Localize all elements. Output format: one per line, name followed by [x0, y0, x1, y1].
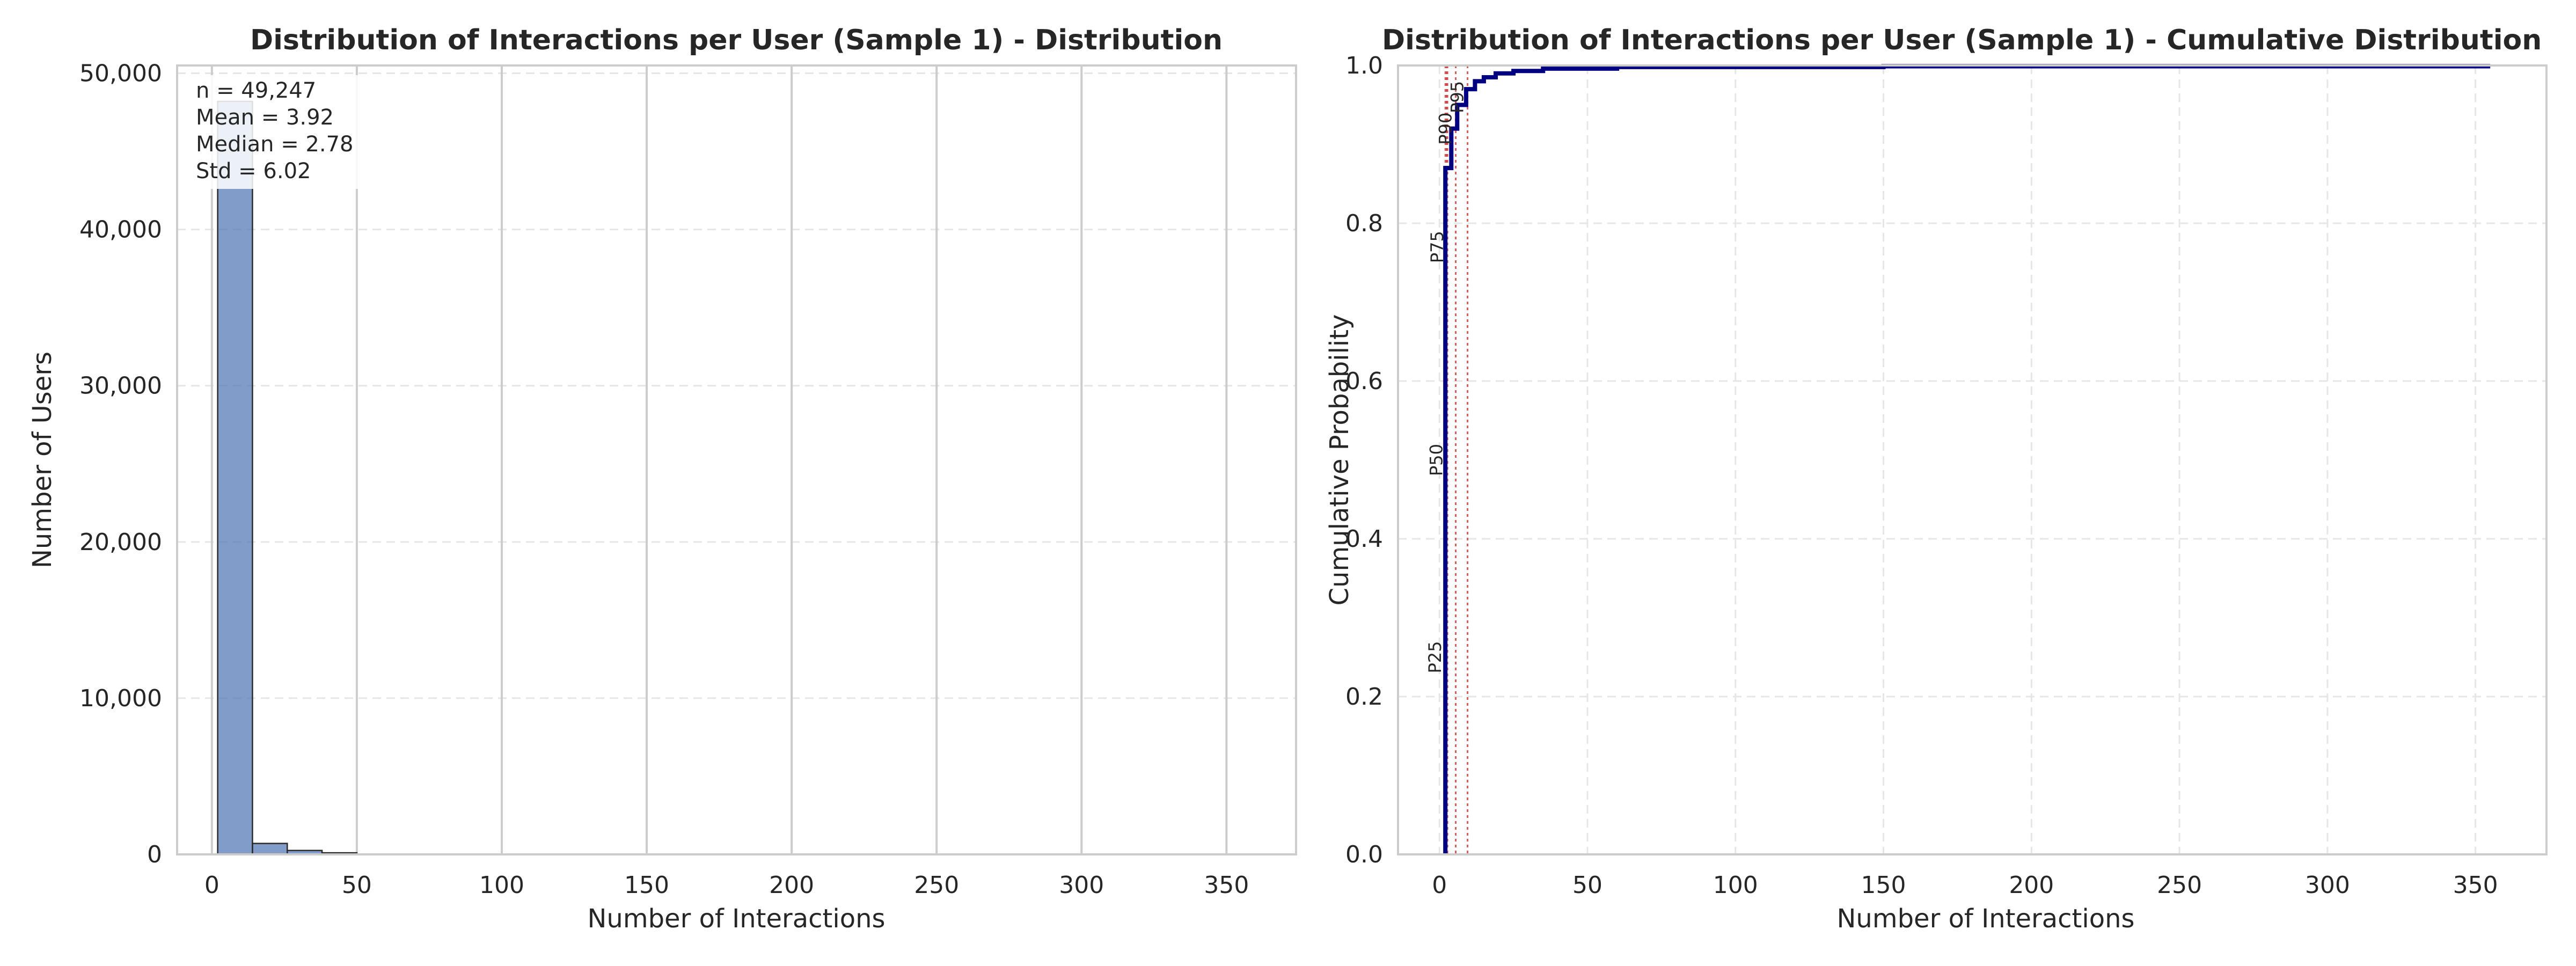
histogram-y-tick-label: 30,000 [79, 372, 162, 400]
stats-box-background [187, 75, 358, 189]
histogram-x-tick-label: 300 [1059, 872, 1104, 899]
cdf-y-tick-label: 0.4 [1345, 525, 1383, 553]
histogram-grid [177, 65, 1296, 855]
cdf-x-axis-label: Number of Interactions [1836, 904, 2134, 934]
cdf-y-tick-label: 0.0 [1345, 841, 1383, 868]
cdf-x-tick-label: 250 [2157, 872, 2202, 899]
cdf-plot-area [1398, 65, 2546, 854]
histogram-frame [176, 64, 1297, 855]
cdf-percentile-label: P75 [1427, 231, 1447, 263]
histogram-x-axis-label: Number of Interactions [587, 904, 885, 934]
histogram-x-tick-label: 200 [769, 872, 814, 899]
cdf-percentile-label: P25 [1425, 641, 1445, 673]
cdf-y-tick-label: 0.2 [1345, 683, 1383, 711]
cdf-x-ticks: 0 50 100 150 200 250 300 350 [1432, 872, 2498, 899]
cdf-y-ticks: 0.0 0.2 0.4 0.6 0.8 1.0 [1345, 52, 1383, 868]
histogram-y-tick-label: 10,000 [79, 685, 162, 712]
stats-std: Std = 6.02 [196, 159, 311, 184]
cdf-frame [1397, 64, 2548, 855]
histogram-y-ticks: 0 10,000 20,000 30,000 40,000 50,000 [79, 60, 162, 868]
cdf-x-tick-label: 200 [2009, 872, 2054, 899]
histogram-x-tick-label: 100 [479, 872, 524, 899]
cdf-x-tick-label: 0 [1432, 872, 1447, 899]
histogram-y-tick-label: 50,000 [79, 60, 162, 87]
histogram-bars [217, 100, 358, 855]
histogram-plot-area [177, 65, 1296, 854]
cdf-x-tick-label: 300 [2305, 872, 2350, 899]
histogram-x-tick-label: 350 [1204, 872, 1249, 899]
histogram-x-tick-label: 150 [624, 872, 669, 899]
histogram-bar [217, 100, 253, 855]
cdf-percentile-label: P90 [1436, 113, 1456, 145]
cdf-title: Distribution of Interactions per User (S… [1382, 24, 2542, 56]
histogram-bar [252, 843, 288, 855]
cdf-y-axis-label: Cumulative Probability [1324, 314, 1355, 606]
stats-median: Median = 2.78 [196, 132, 354, 157]
histogram-panel: 0 50 100 150 200 250 300 350 0 10,000 20,000 30,00… [27, 24, 1297, 934]
cdf-y-tick-label: 0.6 [1345, 368, 1383, 395]
stats-mean: Mean = 3.92 [196, 105, 334, 130]
histogram-stats-box: n = 49,247 Mean = 3.92 Median = 2.78 Std… [187, 75, 358, 189]
stats-n: n = 49,247 [196, 78, 316, 103]
histogram-y-tick-label: 20,000 [79, 529, 162, 556]
cdf-step-line [1443, 64, 2491, 854]
cdf-x-tick-label: 100 [1713, 872, 1758, 899]
cdf-percentile-label: P50 [1426, 444, 1446, 476]
cdf-x-tick-label: 150 [1861, 872, 1906, 899]
histogram-y-tick-label: 40,000 [79, 216, 162, 244]
cdf-percentile-label: P95 [1447, 81, 1468, 113]
cdf-y-tick-label: 1.0 [1345, 52, 1383, 79]
histogram-y-axis-label: Number of Users [27, 352, 57, 568]
cdf-x-tick-label: 50 [1572, 872, 1602, 899]
cdf-y-tick-label: 0.8 [1345, 210, 1383, 237]
histogram-x-tick-label: 50 [342, 872, 372, 899]
cdf-x-tick-label: 350 [2453, 872, 2498, 899]
histogram-x-ticks: 0 50 100 150 200 250 300 350 [204, 872, 1249, 899]
histogram-y-tick-label: 0 [147, 841, 162, 868]
histogram-x-tick-label: 0 [204, 872, 219, 899]
histogram-title: Distribution of Interactions per User (S… [250, 24, 1223, 56]
histogram-x-tick-label: 250 [914, 872, 959, 899]
